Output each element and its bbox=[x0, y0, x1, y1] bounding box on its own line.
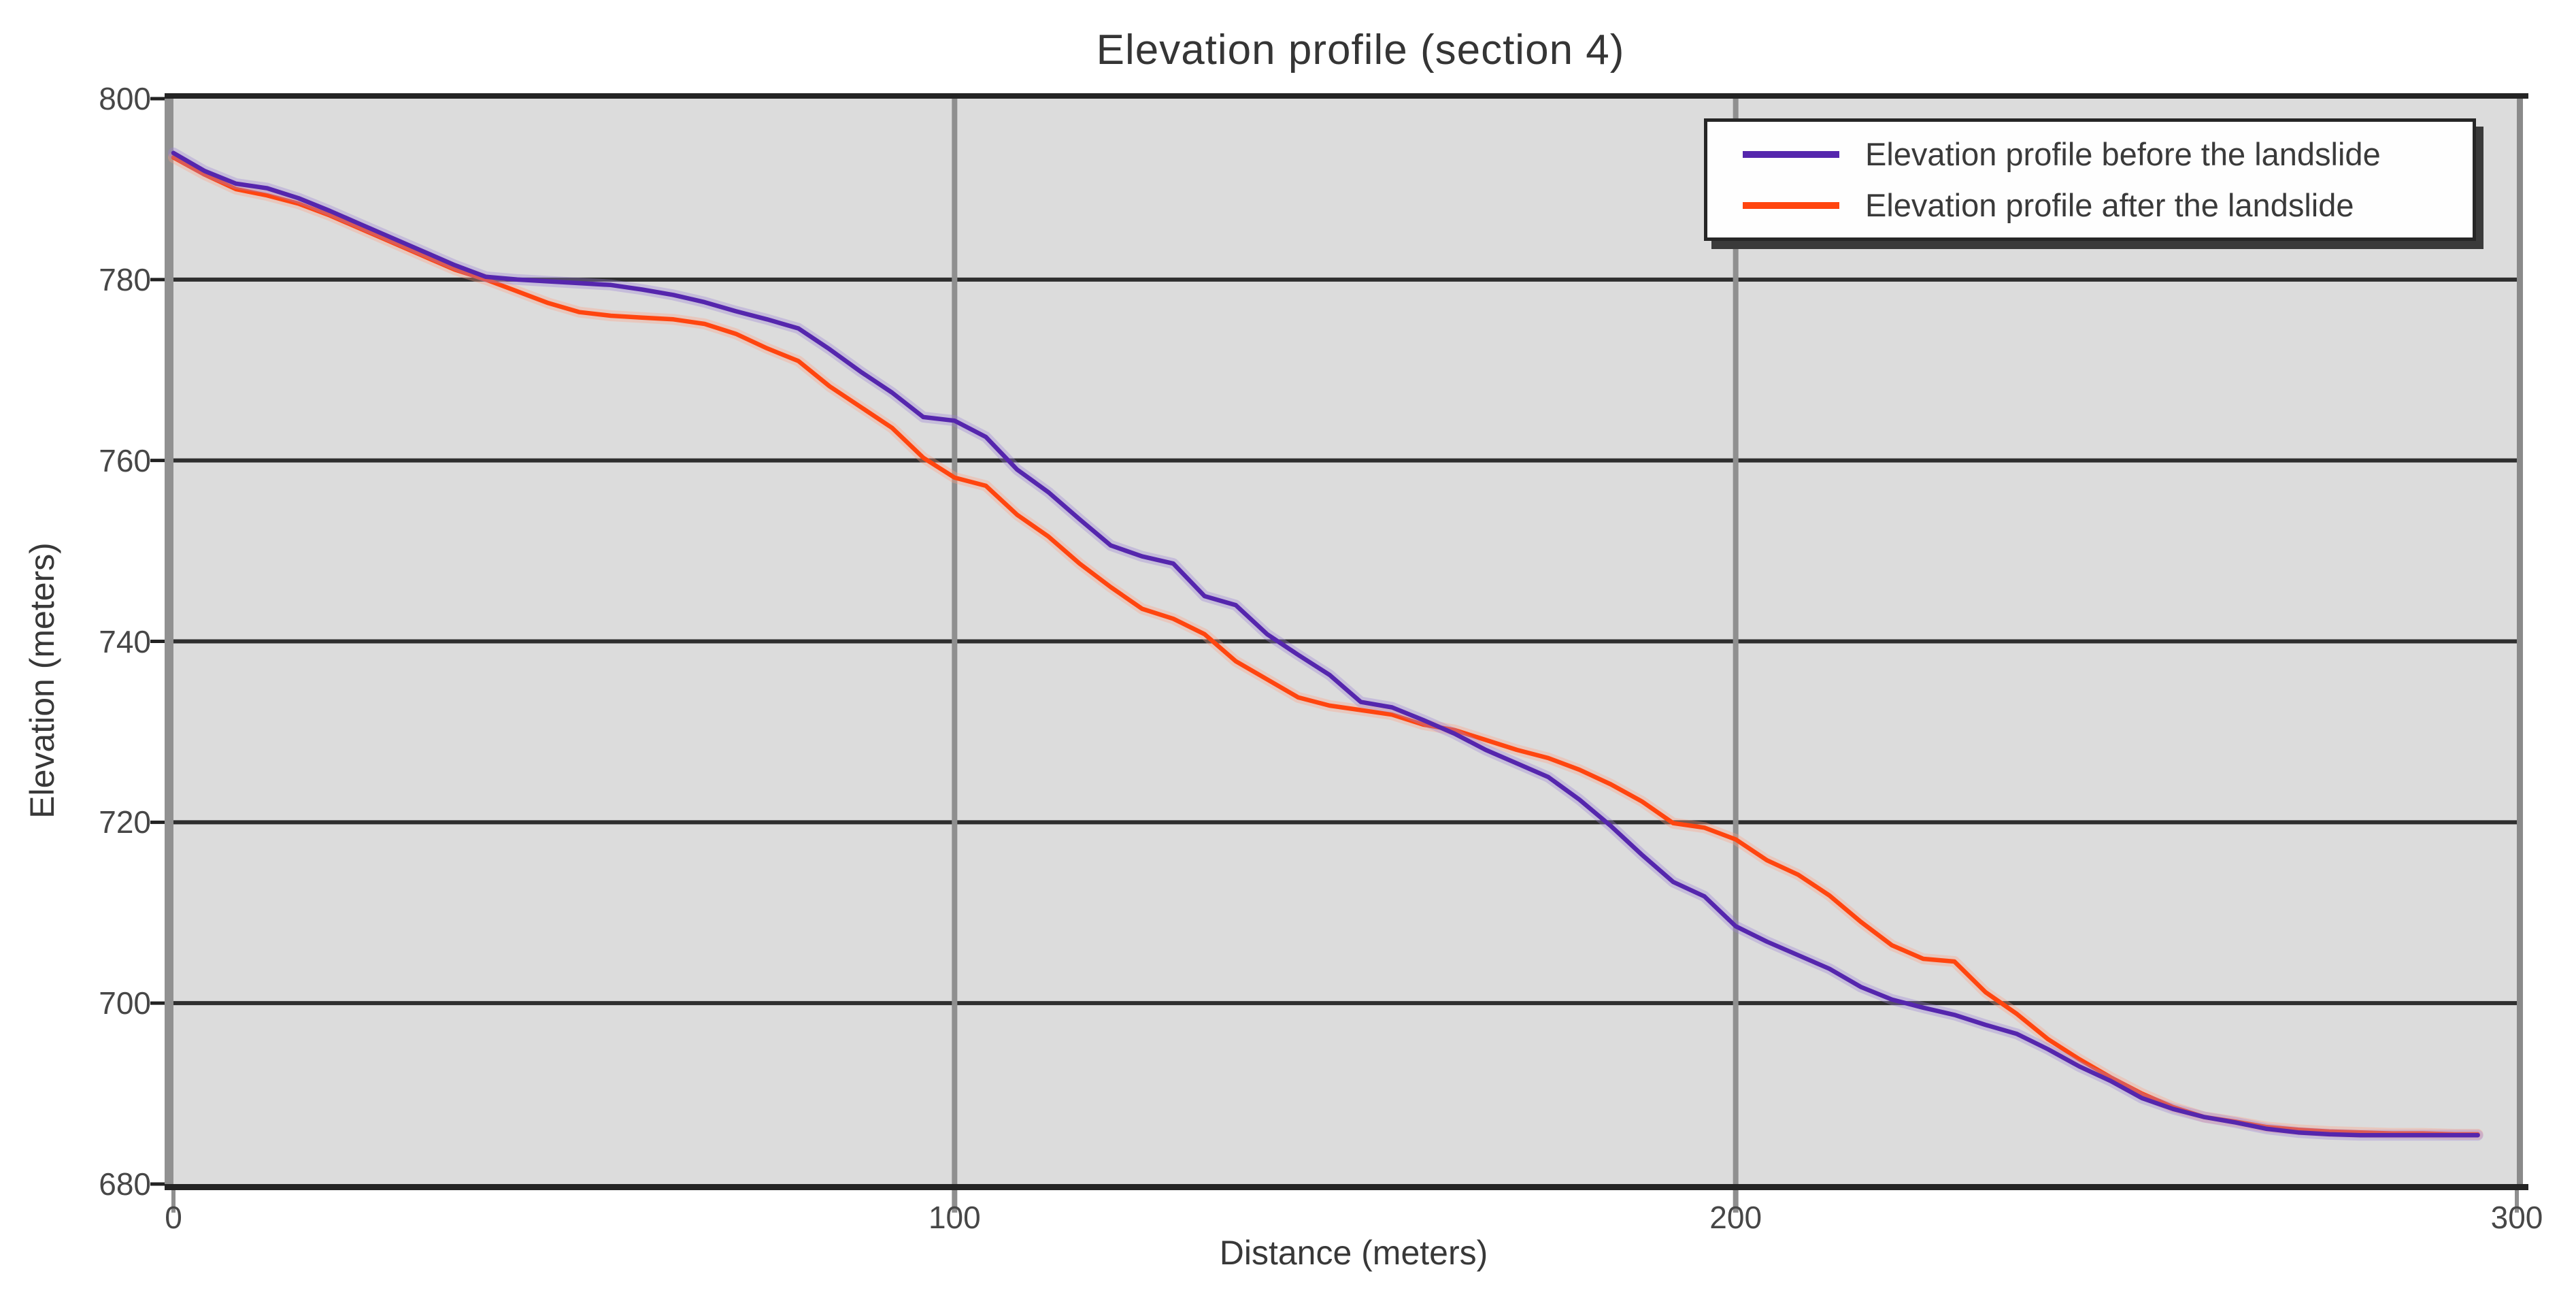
legend: Elevation profile before the landslide E… bbox=[1704, 118, 2476, 241]
curve-after-landslide bbox=[171, 155, 2480, 1137]
plot-border-right bbox=[2517, 99, 2523, 1187]
x-tick-label-0: 0 bbox=[165, 1200, 182, 1235]
y-tick-label-680: 680 bbox=[99, 1166, 151, 1202]
legend-item-before: Elevation profile before the landslide bbox=[1743, 135, 2473, 173]
x-axis-title: Distance (meters) bbox=[1219, 1234, 1488, 1272]
y-tick-label-800: 800 bbox=[99, 81, 151, 116]
x-tick-label-200: 200 bbox=[1709, 1200, 1762, 1235]
x-tick-label-100: 100 bbox=[928, 1200, 981, 1235]
y-tick-label-780: 780 bbox=[99, 261, 151, 297]
y-tick-label-720: 720 bbox=[99, 804, 151, 840]
x-tick-label-300: 300 bbox=[2490, 1200, 2543, 1235]
y-axis-line bbox=[165, 99, 173, 1184]
plot-border-bottom bbox=[165, 1184, 2528, 1190]
curve-before-landslide bbox=[171, 150, 2480, 1138]
y-axis-title: Elevation (meters) bbox=[23, 542, 61, 819]
legend-swatch-before-line bbox=[1743, 150, 1839, 158]
legend-item-after: Elevation profile after the landslide bbox=[1743, 186, 2473, 224]
legend-label-after: Elevation profile after the landslide bbox=[1865, 187, 2354, 223]
legend-label-before: Elevation profile before the landslide bbox=[1865, 136, 2381, 172]
plot-border-top bbox=[165, 93, 2528, 99]
legend-swatch-after-line bbox=[1743, 201, 1839, 209]
y-tick-label-740: 740 bbox=[99, 623, 151, 659]
chart-title: Elevation profile (section 4) bbox=[1096, 27, 1625, 73]
y-tick-label-760: 760 bbox=[99, 442, 151, 478]
y-tick-label-700: 700 bbox=[99, 985, 151, 1021]
